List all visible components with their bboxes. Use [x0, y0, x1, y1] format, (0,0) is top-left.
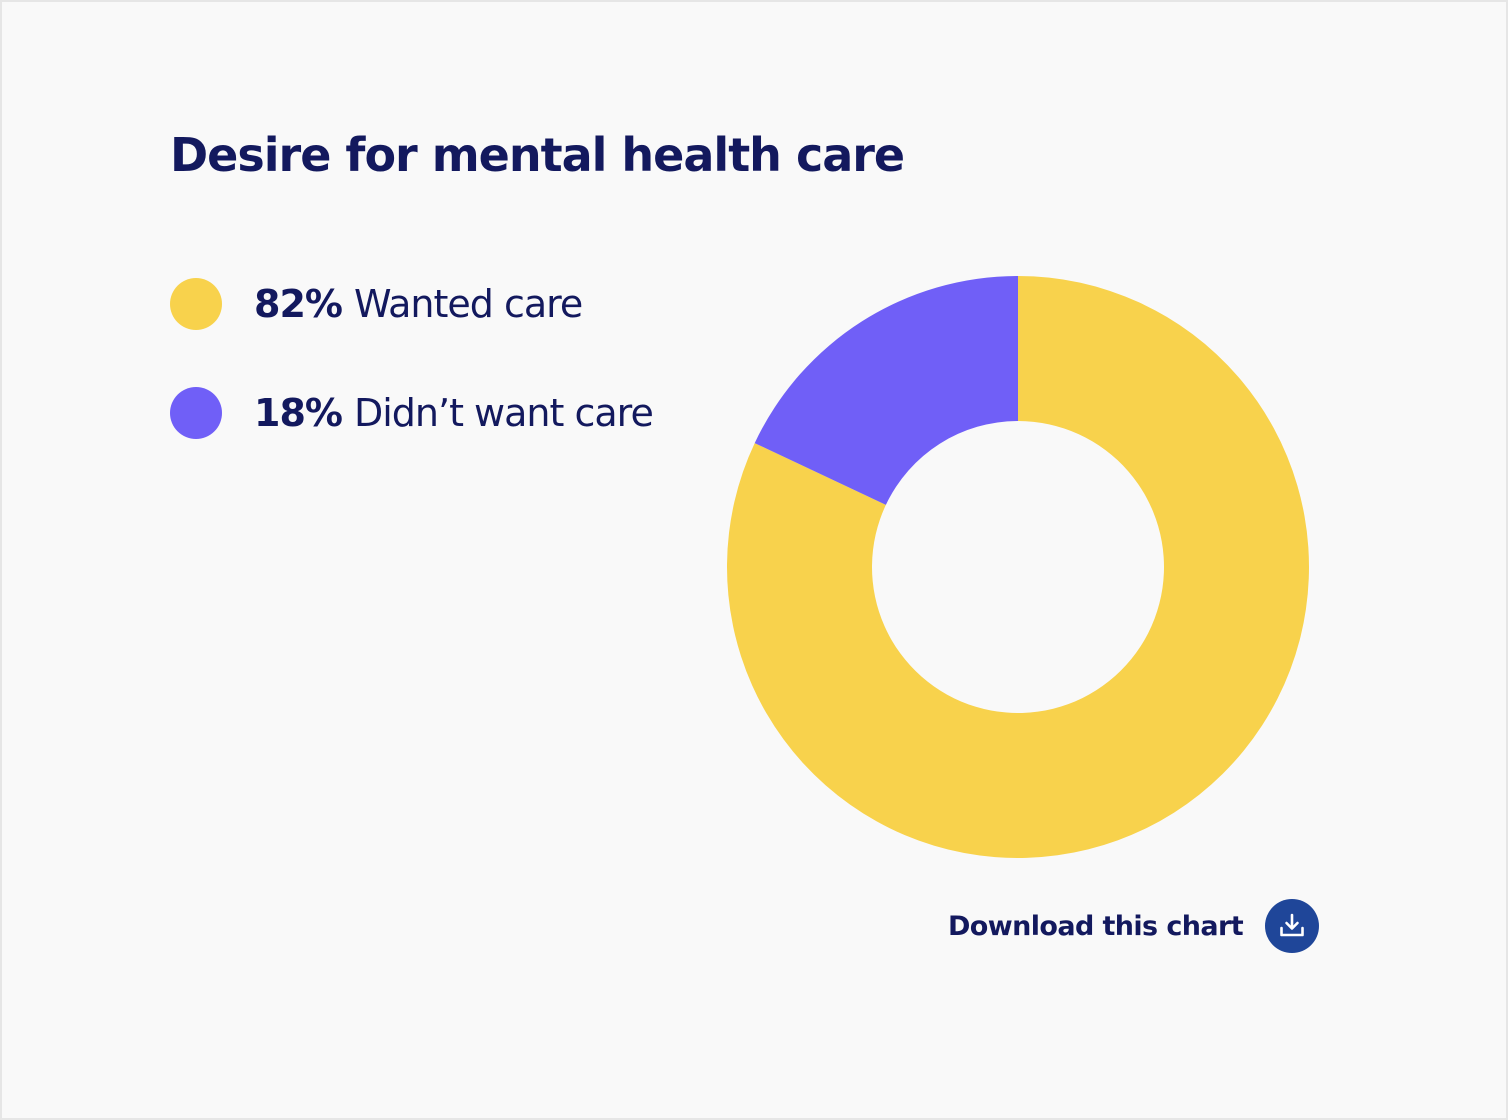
chart-legend: 82% Wanted care 18% Didn’t want care: [170, 278, 654, 496]
donut-slice-didn-t-want-care: [754, 276, 1018, 505]
download-chart-label: Download this chart: [948, 910, 1244, 942]
donut-slice-wanted-care: [727, 276, 1309, 858]
legend-value-wanted-care: 82%: [254, 282, 343, 326]
legend-value-didnt-want-care: 18%: [254, 391, 343, 435]
legend-swatch-didnt-want-care: [170, 387, 222, 439]
legend-label-didnt-want-care: Didn’t want care: [353, 391, 654, 435]
legend-item-didnt-want-care: 18% Didn’t want care: [170, 387, 654, 439]
legend-swatch-wanted-care: [170, 278, 222, 330]
chart-title: Desire for mental health care: [170, 128, 905, 182]
download-chart-button[interactable]: Download this chart: [948, 898, 1320, 954]
legend-label-wanted-care: Wanted care: [353, 282, 583, 326]
legend-item-wanted-care: 82% Wanted care: [170, 278, 653, 330]
download-icon: [1265, 899, 1320, 953]
